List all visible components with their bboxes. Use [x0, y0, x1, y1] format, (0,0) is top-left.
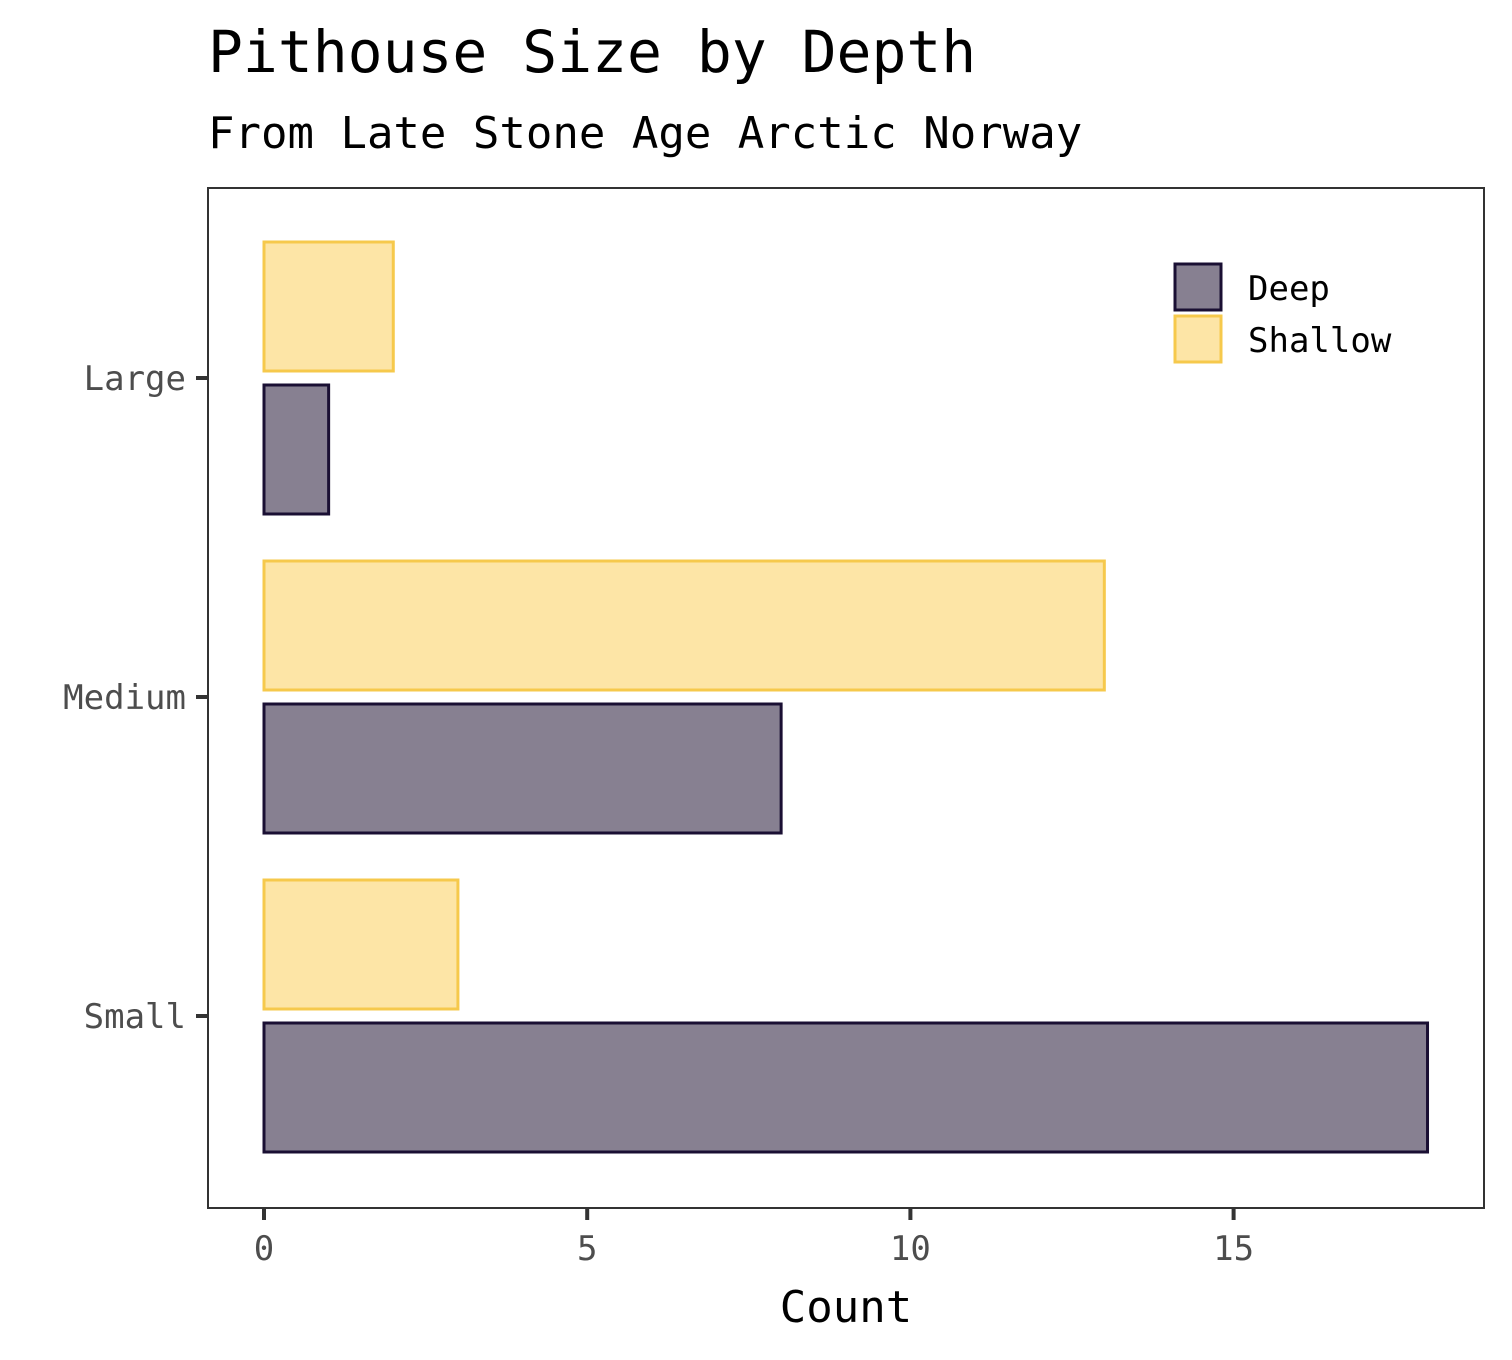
legend-key-deep	[1173, 262, 1223, 312]
legend-key-shallow	[1173, 314, 1223, 364]
y-tick-label-medium: Medium	[63, 678, 186, 718]
bar-shallow-medium	[262, 559, 1106, 692]
bar-deep-small	[262, 1021, 1430, 1154]
chart-subtitle: From Late Stone Age Arctic Norway	[208, 108, 1082, 159]
legend-label-shallow: Shallow	[1248, 321, 1392, 361]
bar-deep-medium	[262, 702, 783, 835]
x-tick-label-15: 15	[1213, 1229, 1254, 1269]
bars-group	[262, 240, 1430, 1154]
x-tick-label-10: 10	[890, 1229, 931, 1269]
x-tick-label-5: 5	[577, 1229, 597, 1269]
y-tick-label-large: Large	[84, 359, 186, 399]
bar-shallow-small	[262, 878, 460, 1011]
legend-label-deep: Deep	[1248, 269, 1330, 309]
y-tick-label-small: Small	[84, 997, 186, 1037]
chart-title: Pithouse Size by Depth	[208, 18, 976, 86]
x-axis-title: Count	[780, 1282, 912, 1333]
bar-deep-large	[262, 383, 331, 516]
x-axis: 0 5 10 15	[254, 1208, 1254, 1269]
x-tick-label-0: 0	[254, 1229, 274, 1269]
legend: Deep Shallow	[1173, 262, 1392, 364]
y-axis: Large Medium Small	[63, 359, 208, 1037]
bar-shallow-large	[262, 240, 395, 373]
